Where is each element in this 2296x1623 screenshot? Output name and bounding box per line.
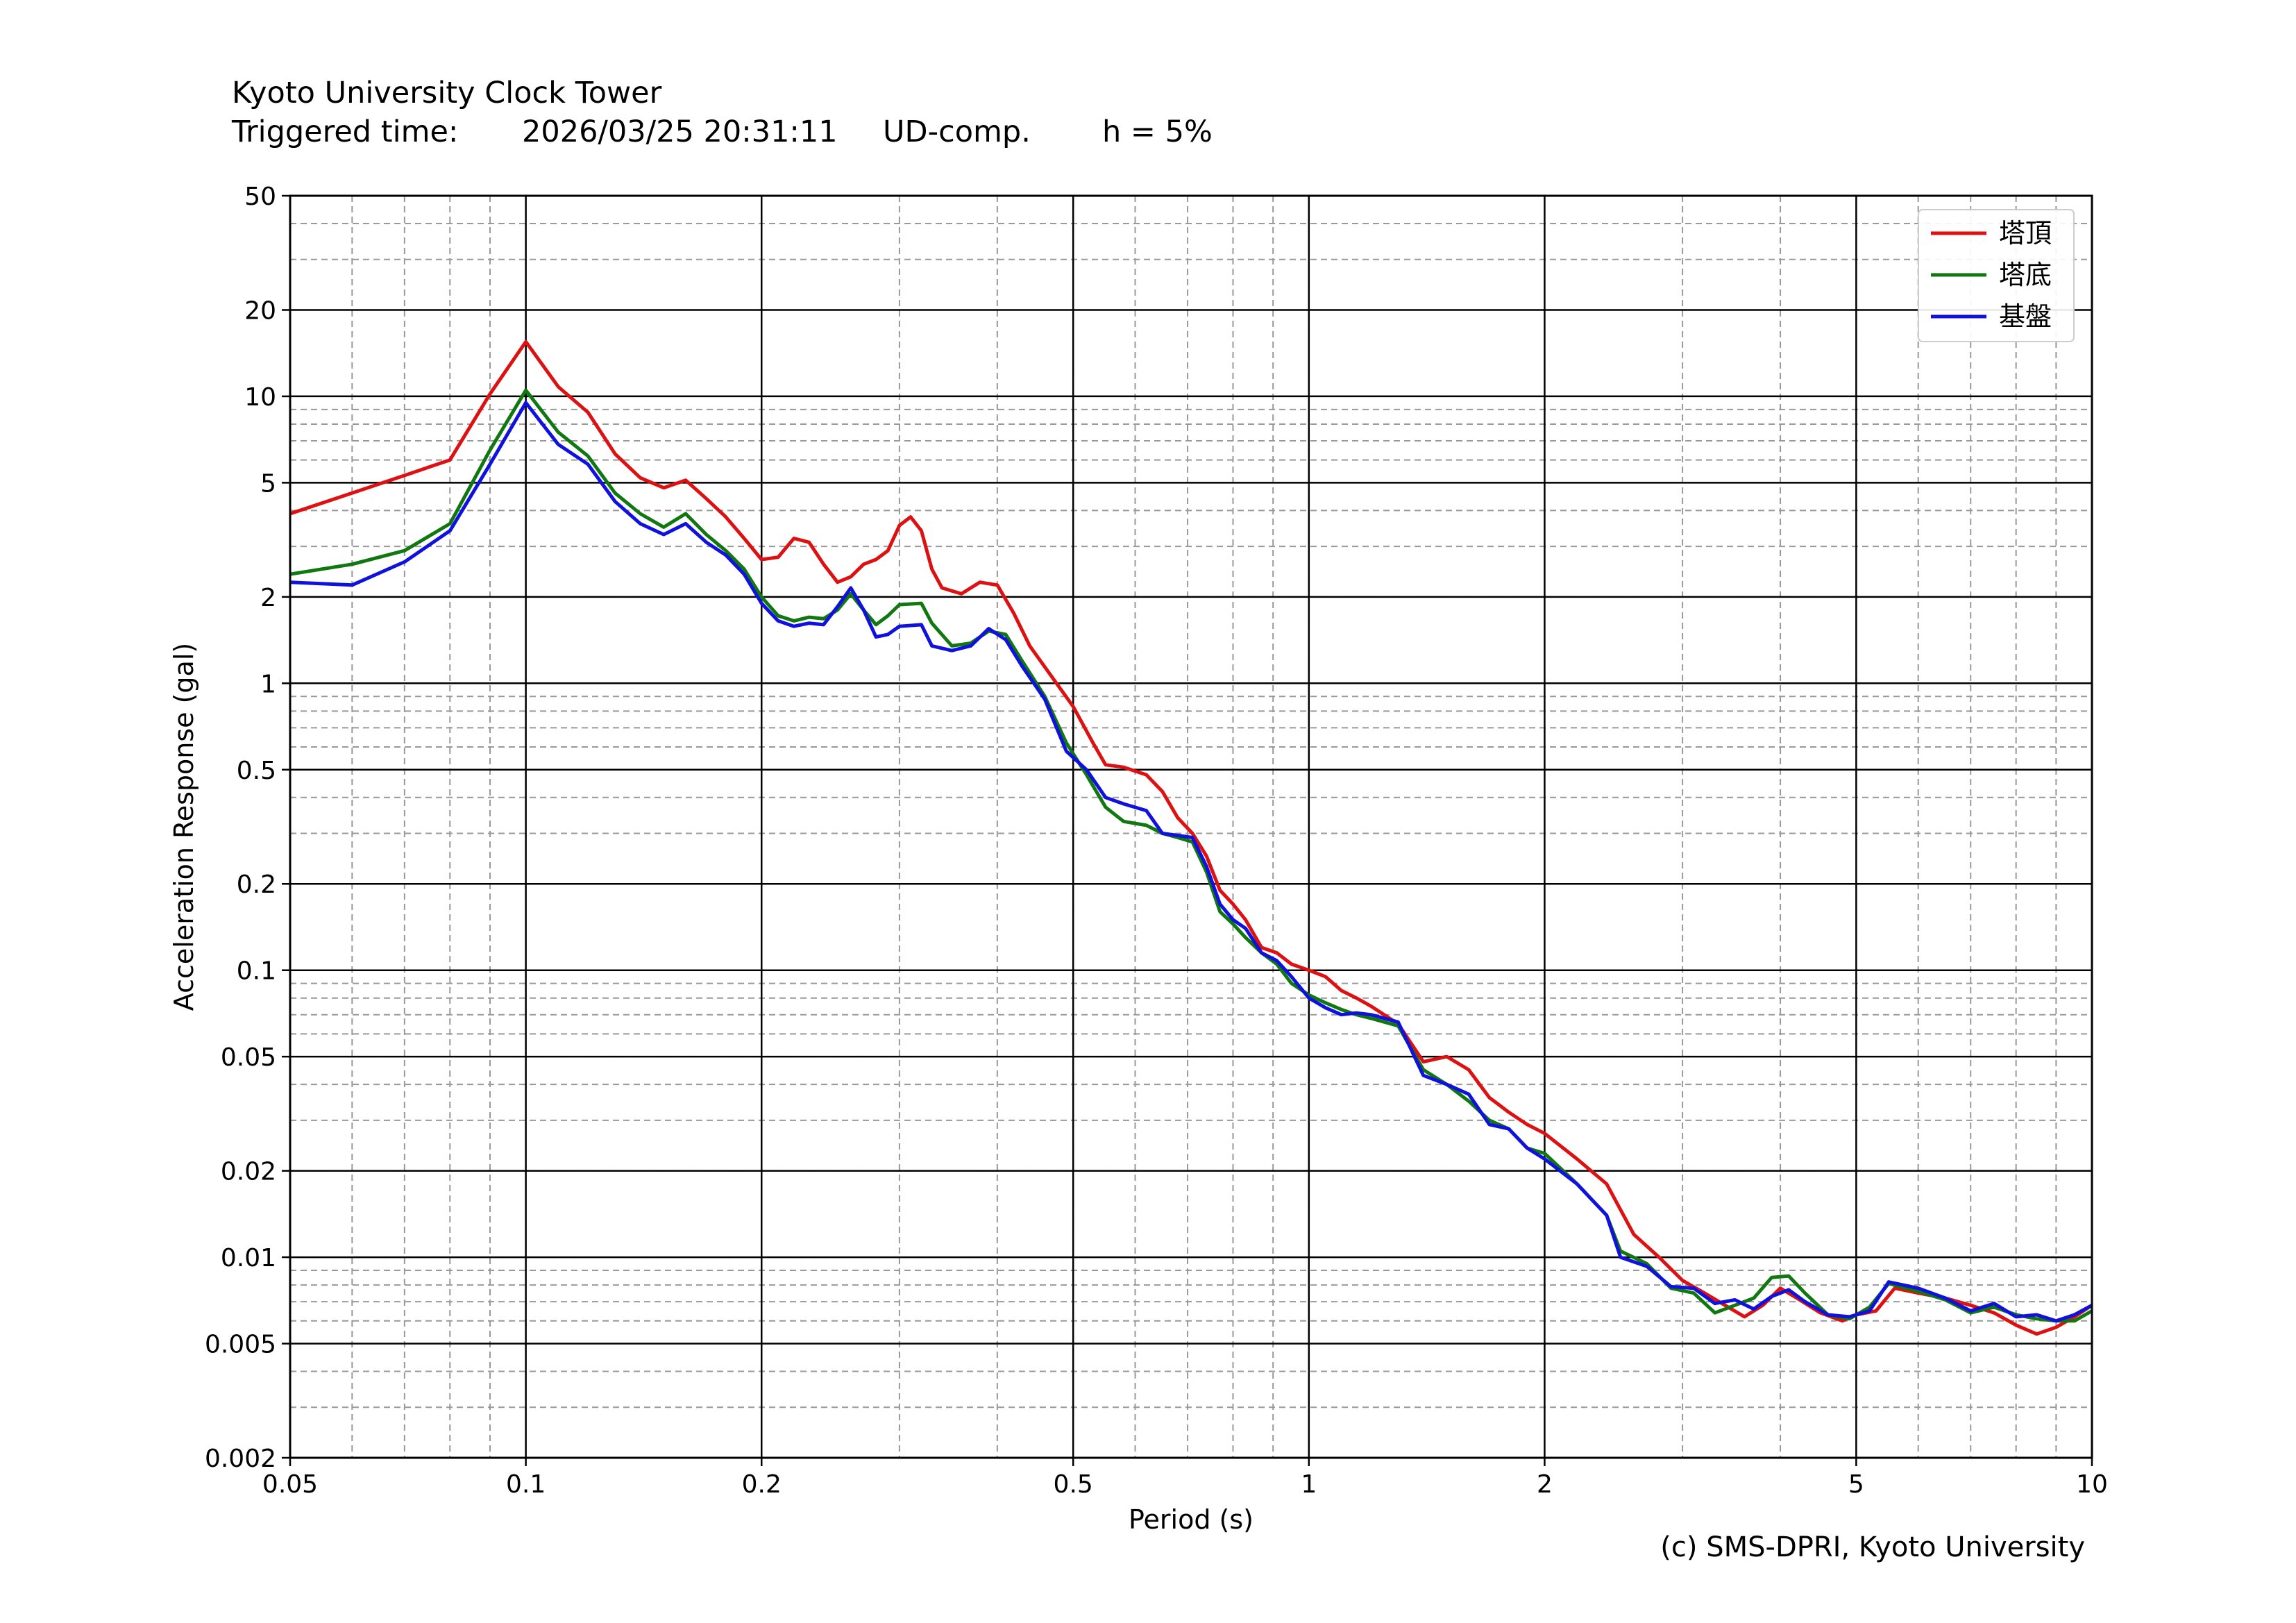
x-tick-label: 0.2 [742,1470,782,1499]
legend-label-1: 塔頂 [1999,218,2052,249]
y-tick-label: 1 [260,670,276,698]
component-label: UD-comp. [883,115,1031,149]
y-tick-label: 0.1 [237,957,276,986]
series-layer [290,339,2092,1336]
major-grid [289,194,2093,1459]
y-tick-label: 10 [244,383,276,412]
chart-header: Kyoto University Clock Tower Triggered t… [232,74,1213,151]
plot-frame [289,194,2093,1459]
x-tick-label: 0.1 [506,1470,546,1499]
x-tick-label: 0.5 [1054,1470,1093,1499]
y-tick-label: 2 [260,584,276,612]
x-tick-label: 0.05 [262,1470,318,1499]
series-line-2 [290,388,2092,1323]
y-tick-label: 0.05 [221,1043,276,1072]
y-tick-label: 5 [260,469,276,498]
y-axis-label: Acceleration Response (gal) [169,643,199,1011]
y-tick-label: 20 [244,296,276,325]
x-tick-label: 1 [1301,1470,1317,1499]
trigger-row: Triggered time: 2026/03/25 20:31:11 UD-com… [232,112,1213,151]
credit-text: (c) SMS-DPRI, Kyoto University [1660,1531,2085,1563]
legend-label-3: 基盤 [1999,301,2052,332]
y-tick-label: 0.02 [221,1158,276,1186]
legend-label-2: 塔底 [1999,260,2052,290]
y-tick-label: 0.005 [205,1331,276,1359]
legend-box [1918,209,2075,342]
axis-ticks: 0.05 0.1 0.2 0.5 1 2 5 10 0.002 0.005 0.01 0.02 0.05… [205,183,2108,1499]
y-tick-label: 0.5 [237,757,276,785]
x-axis-label: Period (s) [1129,1504,1253,1535]
y-tick-label: 0.2 [237,871,276,899]
trigger-time: 2026/03/25 20:31:11 [522,115,838,149]
station-title: Kyoto University Clock Tower [232,76,662,110]
y-tick-label: 0.01 [221,1244,276,1272]
y-tick-label: 50 [244,183,276,211]
x-tick-label: 10 [2076,1470,2108,1499]
trigger-label: Triggered time: [232,115,459,149]
x-tick-label: 5 [1848,1470,1864,1499]
minor-grid [290,196,2092,1458]
damping-label: h = 5% [1102,115,1213,149]
series-line-3 [290,401,2092,1323]
x-tick-label: 2 [1537,1470,1553,1499]
y-tick-label: 0.002 [205,1445,276,1473]
